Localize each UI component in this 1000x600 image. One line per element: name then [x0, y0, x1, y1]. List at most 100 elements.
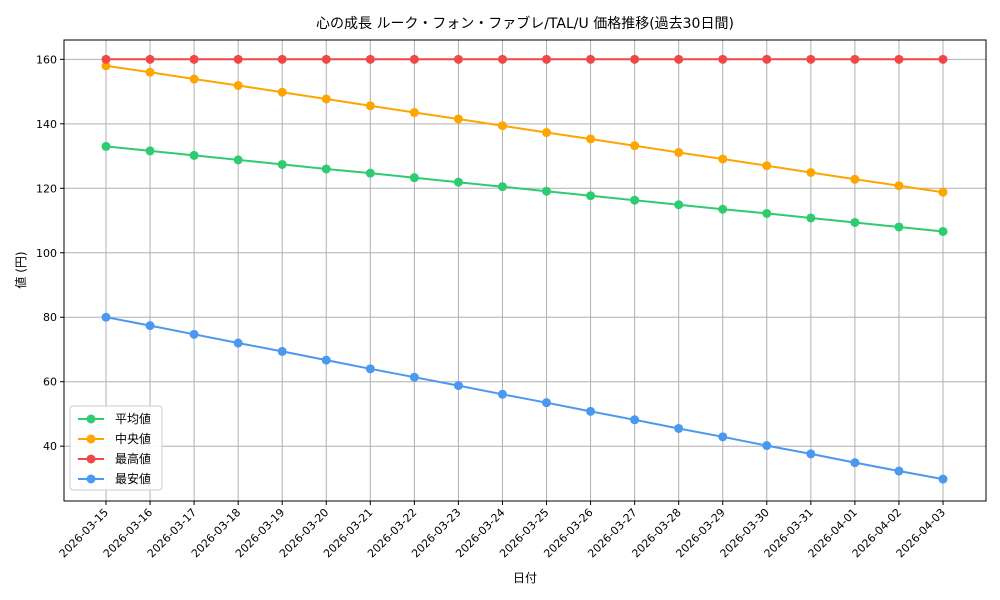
- y-axis-ticks: 40 60 80 100 120 140 160: [36, 53, 64, 453]
- data-point: [101, 312, 111, 322]
- data-point: [806, 213, 816, 223]
- chart-title: 心の成長 ルーク・フォン・ファブレ/TAL/U 価格推移(過去30日間): [316, 15, 734, 32]
- data-point: [938, 226, 948, 236]
- data-point: [409, 372, 419, 382]
- data-point: [762, 208, 772, 218]
- data-point: [497, 389, 507, 399]
- data-point: [233, 54, 243, 64]
- data-point: [145, 67, 155, 77]
- data-point: [277, 87, 287, 97]
- legend-label: 最高値: [115, 451, 151, 466]
- y-tick-label: 120: [36, 182, 57, 195]
- data-point: [938, 54, 948, 64]
- y-tick-label: 140: [36, 118, 57, 131]
- data-point: [542, 186, 552, 196]
- legend-label: 最安値: [115, 471, 151, 486]
- data-point: [409, 173, 419, 183]
- data-point: [233, 80, 243, 90]
- data-point: [850, 458, 860, 468]
- data-point: [277, 159, 287, 169]
- data-point: [189, 329, 199, 339]
- data-point: [674, 54, 684, 64]
- data-point: [277, 54, 287, 64]
- data-point: [718, 154, 728, 164]
- legend-swatch-marker: [86, 414, 96, 424]
- x-axis-label: 日付: [513, 571, 537, 585]
- legend-swatch-marker: [86, 434, 96, 444]
- data-point: [806, 167, 816, 177]
- data-point: [453, 54, 463, 64]
- data-point: [365, 168, 375, 178]
- data-point: [497, 182, 507, 192]
- data-point: [145, 54, 155, 64]
- data-point: [630, 415, 640, 425]
- data-point: [321, 164, 331, 174]
- data-point: [101, 61, 111, 71]
- legend-label: 中央値: [115, 431, 151, 446]
- data-point: [894, 181, 904, 191]
- data-point: [101, 54, 111, 64]
- data-point: [674, 148, 684, 158]
- data-point: [233, 155, 243, 165]
- series-line-4: [105, 316, 944, 481]
- data-point: [586, 134, 596, 144]
- data-point: [806, 449, 816, 459]
- data-point: [542, 398, 552, 408]
- data-point: [762, 54, 772, 64]
- data-point: [542, 54, 552, 64]
- data-point: [497, 121, 507, 131]
- data-point: [101, 141, 111, 151]
- legend-swatch-marker: [86, 474, 96, 484]
- data-point: [497, 54, 507, 64]
- y-tick-label: 100: [36, 247, 57, 260]
- data-point: [453, 381, 463, 391]
- data-point: [674, 423, 684, 433]
- y-axis-label: 値 (円): [13, 251, 28, 288]
- data-point: [938, 474, 948, 484]
- data-point: [674, 200, 684, 210]
- data-point: [850, 174, 860, 184]
- legend-label: 平均値: [115, 411, 151, 426]
- plot-frame: [63, 39, 987, 502]
- data-point: [321, 94, 331, 104]
- legend-swatch-marker: [86, 454, 96, 464]
- data-point: [145, 321, 155, 331]
- data-point: [894, 466, 904, 476]
- data-point: [938, 187, 948, 197]
- data-point: [586, 191, 596, 201]
- data-point: [718, 432, 728, 442]
- data-point: [718, 54, 728, 64]
- data-point: [850, 54, 860, 64]
- data-point: [894, 222, 904, 232]
- data-point: [365, 54, 375, 64]
- data-point: [409, 108, 419, 118]
- data-point: [630, 54, 640, 64]
- y-tick-label: 160: [36, 53, 57, 66]
- y-tick-label: 80: [43, 311, 57, 324]
- data-point: [321, 355, 331, 365]
- data-point: [189, 150, 199, 160]
- data-point: [586, 406, 596, 416]
- data-point: [409, 54, 419, 64]
- series-line-2: [105, 64, 944, 194]
- series-line-1: [105, 145, 944, 233]
- y-tick-label: 40: [43, 440, 57, 453]
- series-group: [101, 54, 948, 484]
- y-tick-label: 60: [43, 376, 57, 389]
- data-point: [189, 54, 199, 64]
- data-point: [806, 54, 816, 64]
- legend-box: [69, 405, 163, 491]
- data-point: [630, 141, 640, 151]
- data-point: [894, 54, 904, 64]
- data-point: [453, 177, 463, 187]
- data-point: [365, 364, 375, 374]
- data-point: [762, 161, 772, 171]
- data-point: [630, 195, 640, 205]
- data-point: [277, 346, 287, 356]
- data-point: [542, 128, 552, 138]
- data-point: [850, 217, 860, 227]
- data-point: [233, 338, 243, 348]
- data-point: [145, 146, 155, 156]
- data-point: [453, 114, 463, 124]
